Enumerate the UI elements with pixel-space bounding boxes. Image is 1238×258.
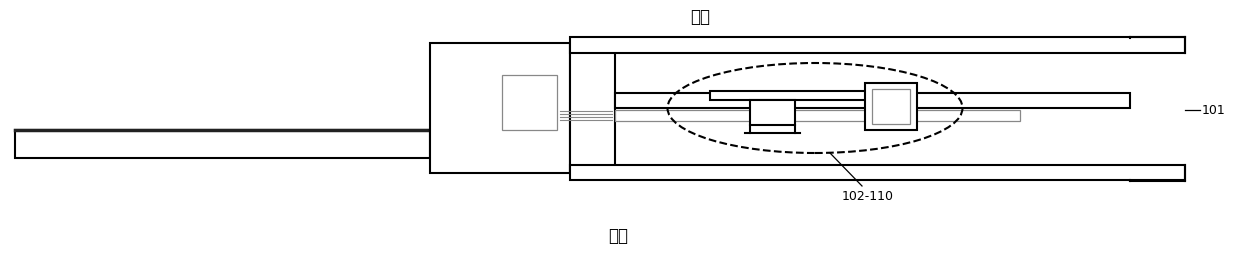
Bar: [615, 93, 1130, 108]
Bar: [711, 91, 880, 100]
Bar: [569, 165, 1185, 180]
Text: 102-110: 102-110: [842, 190, 894, 203]
Bar: [569, 43, 615, 173]
Bar: [569, 37, 1185, 53]
Bar: [615, 110, 1020, 121]
Bar: [865, 83, 917, 130]
Text: 顶层: 顶层: [690, 8, 711, 26]
Bar: [15, 130, 430, 158]
Bar: [872, 89, 910, 124]
Bar: [430, 43, 569, 173]
Bar: [501, 75, 557, 130]
Text: 底层: 底层: [608, 227, 628, 245]
Text: 101: 101: [1202, 103, 1226, 117]
Bar: [750, 100, 795, 125]
